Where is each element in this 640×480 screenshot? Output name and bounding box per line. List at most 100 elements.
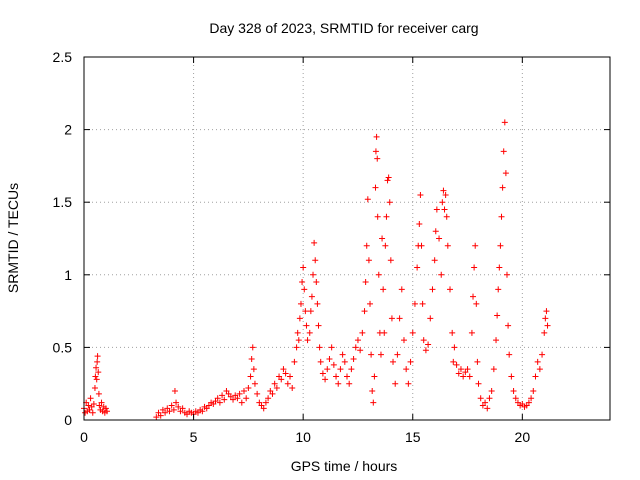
data-point <box>396 315 403 322</box>
data-point <box>374 155 381 162</box>
data-point <box>287 373 294 380</box>
data-point <box>153 414 160 421</box>
data-point <box>373 133 380 140</box>
data-point <box>326 356 333 363</box>
data-point <box>280 366 287 373</box>
data-point <box>457 366 464 373</box>
data-point <box>310 271 317 278</box>
data-point <box>439 199 446 206</box>
data-point <box>385 174 392 181</box>
data-point <box>505 322 512 329</box>
data-point <box>278 376 285 383</box>
data-point <box>284 380 291 387</box>
data-point <box>512 395 519 402</box>
data-point <box>260 405 267 412</box>
data-point <box>473 300 480 307</box>
data-point <box>447 286 454 293</box>
data-point <box>303 322 310 329</box>
data-point <box>431 257 438 264</box>
y-tick-label: 1.5 <box>53 194 73 210</box>
y-tick-label: 2.5 <box>53 49 73 65</box>
data-point <box>92 373 99 380</box>
data-point <box>297 300 304 307</box>
plot-frame <box>83 56 611 421</box>
data-point <box>382 242 389 249</box>
data-point <box>394 351 401 358</box>
data-point <box>379 235 386 242</box>
data-point <box>506 351 513 358</box>
data-point <box>418 242 425 249</box>
data-point <box>532 373 539 380</box>
data-point <box>371 373 378 380</box>
data-point <box>333 373 340 380</box>
data-point <box>501 119 508 126</box>
data-point <box>451 344 458 351</box>
data-point <box>544 322 551 329</box>
data-point <box>450 358 457 365</box>
data-point <box>502 170 509 177</box>
x-tick-label: 10 <box>295 429 311 445</box>
data-point <box>291 358 298 365</box>
data-point <box>299 279 306 286</box>
data-point <box>372 184 379 191</box>
data-point <box>234 395 241 402</box>
data-point <box>449 329 456 336</box>
data-point <box>319 370 326 377</box>
x-tick-label: 5 <box>190 429 198 445</box>
data-point <box>500 148 507 155</box>
data-point <box>417 191 424 198</box>
y-axis-label: SRMTID / TECUs <box>5 183 21 293</box>
data-point <box>324 366 331 373</box>
data-point <box>409 329 416 336</box>
data-point <box>536 366 543 373</box>
data-point <box>363 242 370 249</box>
data-point <box>295 337 302 344</box>
data-point <box>365 257 372 264</box>
data-point <box>375 271 382 278</box>
data-point <box>94 353 101 360</box>
data-point <box>508 373 515 380</box>
data-point <box>470 293 477 300</box>
data-point <box>322 376 329 383</box>
data-point <box>175 403 182 410</box>
data-point <box>265 395 272 402</box>
data-point <box>474 358 481 365</box>
data-point <box>269 390 276 397</box>
data-point <box>301 286 308 293</box>
data-point <box>221 396 228 403</box>
y-tick-label: 2 <box>64 122 72 138</box>
data-point <box>250 366 257 373</box>
data-point <box>495 286 502 293</box>
data-point <box>486 395 493 402</box>
data-point <box>348 366 355 373</box>
data-point <box>361 308 368 315</box>
data-point <box>350 356 357 363</box>
data-point <box>339 351 346 358</box>
data-point <box>293 344 300 351</box>
data-point <box>254 390 261 397</box>
data-point <box>398 286 405 293</box>
data-point <box>316 344 323 351</box>
data-point <box>530 387 537 394</box>
axis-ticks <box>83 56 610 421</box>
y-tick-label: 0.5 <box>53 339 73 355</box>
data-point <box>367 300 374 307</box>
data-point <box>472 242 479 249</box>
data-point <box>377 351 384 358</box>
data-point <box>95 390 102 397</box>
data-point <box>315 322 322 329</box>
data-point <box>374 213 381 220</box>
data-point <box>308 293 315 300</box>
data-point <box>541 329 548 336</box>
data-point <box>390 358 397 365</box>
data-point <box>328 344 335 351</box>
data-point <box>464 366 471 373</box>
data-point <box>387 257 394 264</box>
data-point <box>90 401 97 408</box>
data-point <box>352 344 359 351</box>
data-point <box>251 380 258 387</box>
data-point <box>444 242 451 249</box>
data-point <box>443 213 450 220</box>
data-point <box>510 387 517 394</box>
x-tick-label: 0 <box>80 429 88 445</box>
